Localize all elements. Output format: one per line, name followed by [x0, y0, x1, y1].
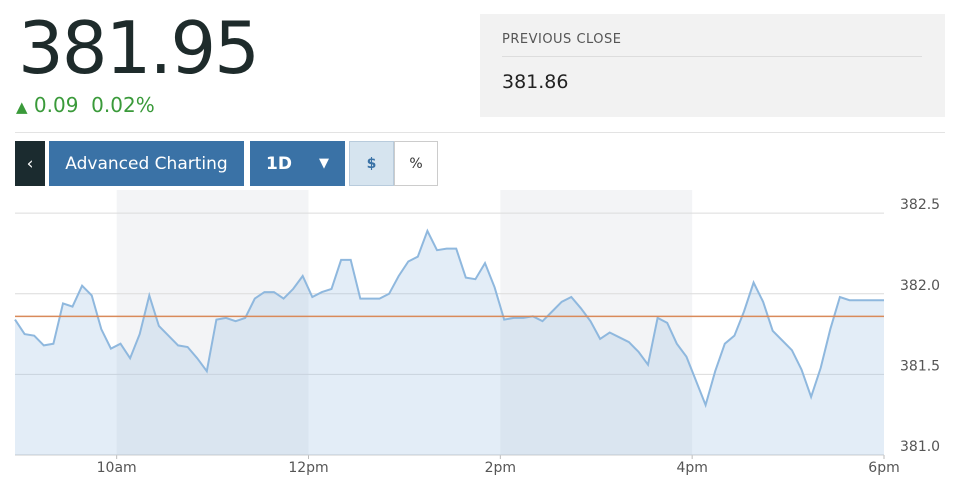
x-tick-label: 10am: [97, 460, 137, 476]
back-button[interactable]: ‹: [15, 141, 45, 186]
range: 1D: [266, 153, 292, 174]
divider: [502, 56, 922, 57]
y-tick-label: 382.5: [900, 197, 940, 213]
time-band: [116, 190, 309, 455]
previous-close-box: PREVIOUS CLOSE 381.86: [480, 14, 945, 117]
previous-close-label: PREVIOUS CLOSE: [502, 32, 622, 47]
y-tick-label: 381.5: [900, 358, 940, 374]
change: ▲ 0.09 0.02%: [16, 93, 155, 117]
previous-close: 381.86: [502, 71, 569, 93]
percent-button[interactable]: %: [394, 141, 438, 186]
change-value: 0.09: [33, 93, 79, 117]
y-tick-label: 381.0: [900, 439, 940, 455]
advanced-charting-button[interactable]: Advanced Charting: [49, 141, 244, 186]
x-tick-label: 4pm: [676, 460, 707, 476]
y-tick-label: 382.0: [900, 278, 940, 294]
divider: [15, 132, 945, 133]
x-tick-label: 2pm: [485, 460, 516, 476]
area: [15, 230, 884, 455]
x-tick-label: 6pm: [868, 460, 899, 476]
range-button[interactable]: 1D ▼: [250, 141, 345, 186]
change-percent: 0.02%: [91, 93, 155, 117]
time-band: [500, 190, 693, 455]
dollar-button[interactable]: $: [349, 141, 394, 186]
price-line: [14, 228, 884, 409]
x-tick-label: 12pm: [288, 460, 328, 476]
price: 381.95: [18, 6, 260, 90]
